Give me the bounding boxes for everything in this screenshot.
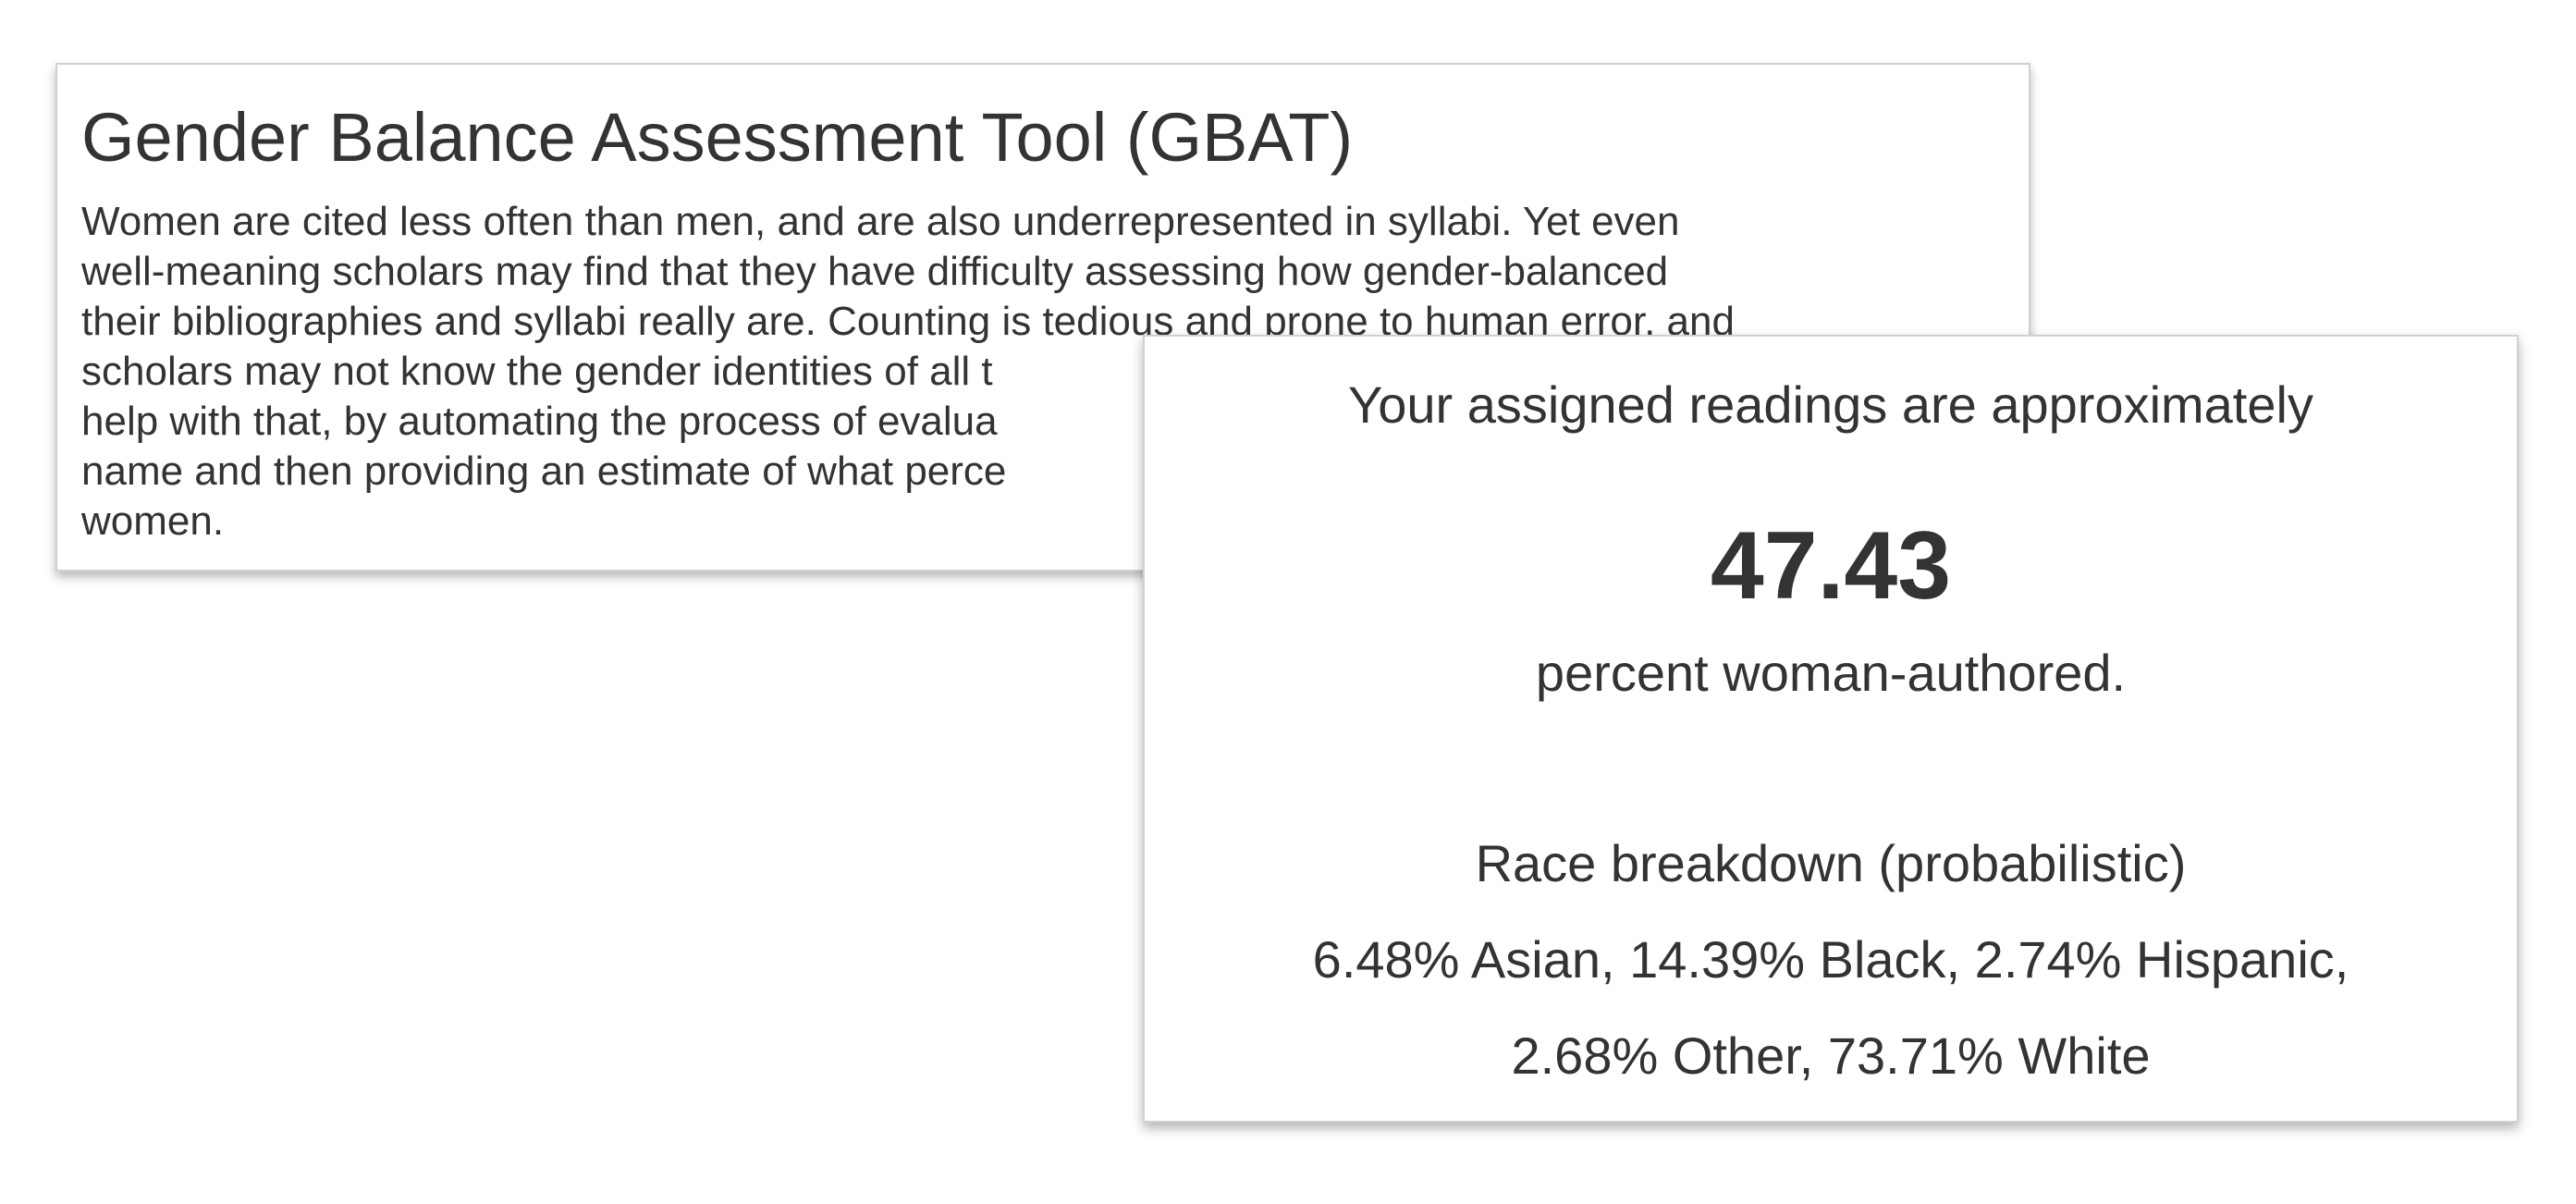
intro-panel: Gender Balance Assessment Tool (GBAT) Wo… <box>55 63 2030 571</box>
page-title: Gender Balance Assessment Tool (GBAT) <box>81 99 1354 176</box>
intro-line: help with that, by automating the proces… <box>81 399 998 445</box>
intro-line: scholars may not know the gender identit… <box>81 349 993 395</box>
woman-authored-percent: 47.43 <box>1710 512 1952 620</box>
intro-line: Women are cited less often than men, and… <box>81 199 1680 245</box>
intro-line: name and then providing an estimate of w… <box>81 448 1007 495</box>
intro-line: well-meaning scholars may find that they… <box>81 249 1669 295</box>
intro-description: Women are cited less often than men, and… <box>81 197 2005 547</box>
race-breakdown-line: 2.68% Other, 73.71% White <box>1511 1026 2151 1085</box>
race-breakdown-heading: Race breakdown (probabilistic) <box>1475 834 2187 892</box>
results-panel: Your assigned readings are approximately… <box>1143 335 2519 1123</box>
result-suffix-text: percent woman-authored. <box>1535 644 2127 702</box>
intro-line: women. <box>81 498 225 545</box>
result-intro-text: Your assigned readings are approximately <box>1348 375 2313 434</box>
race-breakdown-line: 6.48% Asian, 14.39% Black, 2.74% Hispani… <box>1312 930 2349 989</box>
